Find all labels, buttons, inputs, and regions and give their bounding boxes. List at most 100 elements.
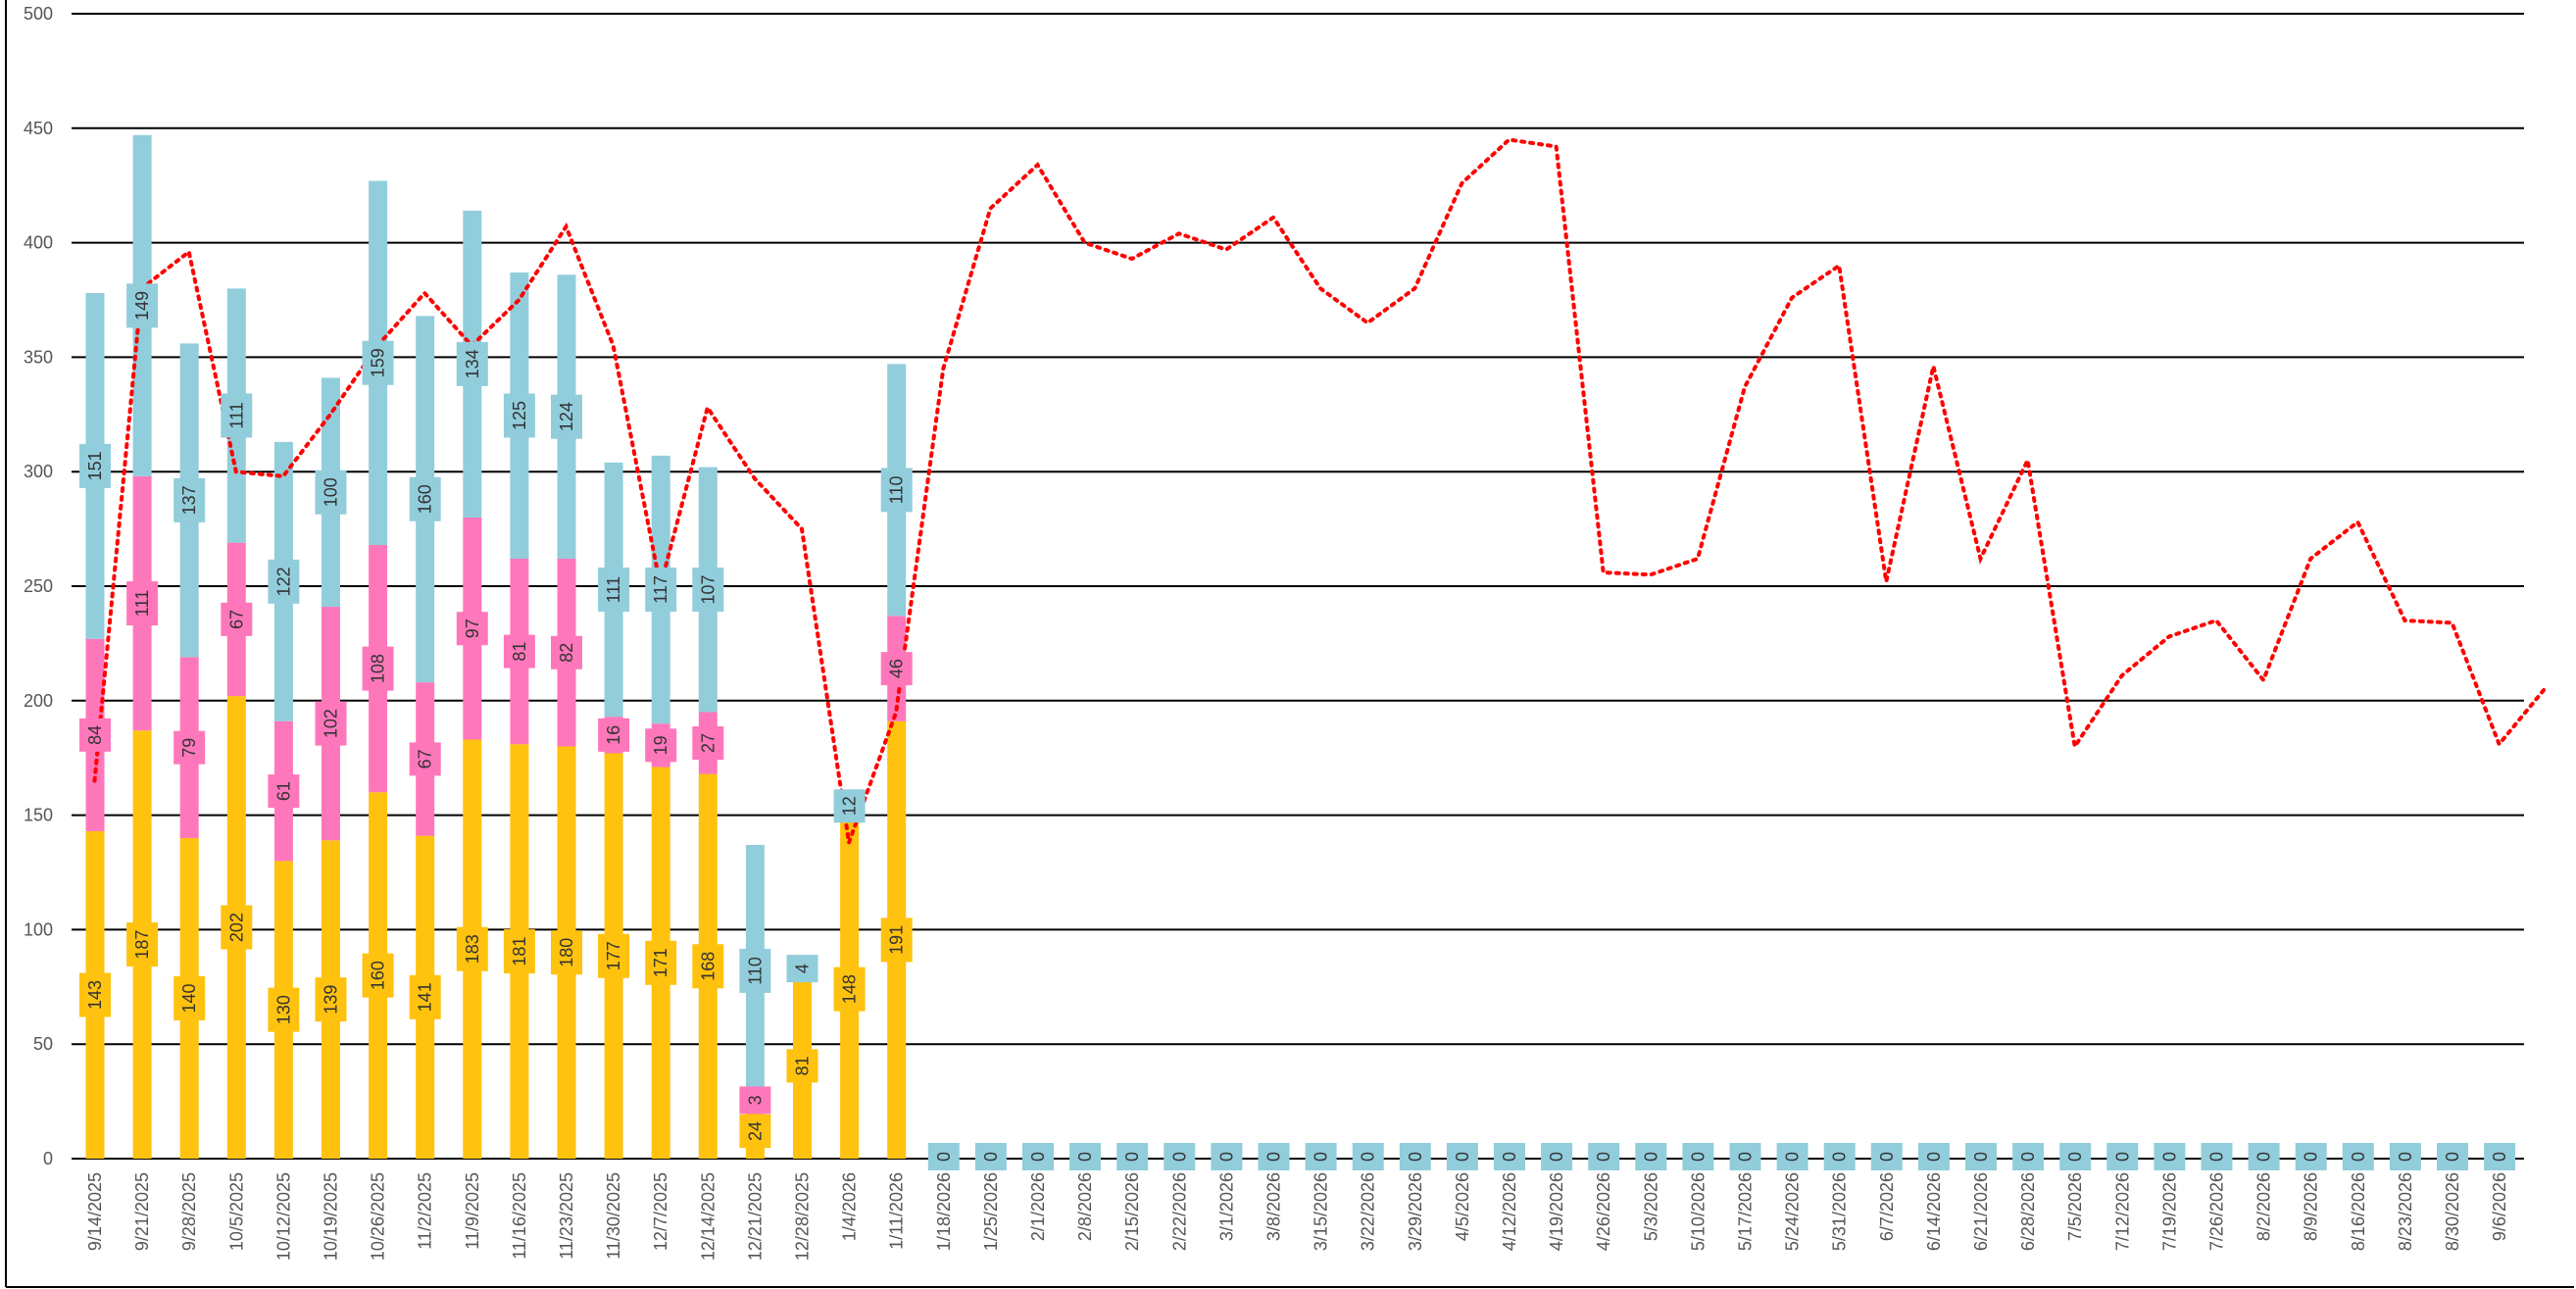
data-label: 160	[409, 476, 441, 521]
data-label-box	[456, 926, 488, 971]
data-label-text: 140	[179, 983, 199, 1013]
data-label: 0	[1541, 1143, 1573, 1170]
data-label-text: 0	[1122, 1152, 1142, 1162]
x-tick-label: 7/19/2026	[2159, 1172, 2179, 1251]
data-label-box	[880, 652, 913, 686]
data-label-text: 0	[1736, 1152, 1756, 1162]
x-tick-label: 4/26/2026	[1594, 1172, 1613, 1251]
data-label-text: 3	[745, 1095, 765, 1105]
data-label: 0	[2342, 1143, 2374, 1170]
data-label-text: 19	[651, 735, 670, 755]
data-label-box	[974, 1143, 1007, 1170]
x-tick-label: 2/8/2026	[1075, 1172, 1095, 1241]
data-label-box	[551, 394, 582, 439]
x-tick-label: 9/21/2025	[132, 1172, 152, 1251]
data-label-text: 111	[226, 402, 246, 428]
data-label-box	[456, 341, 488, 386]
data-label-box	[1776, 1143, 1808, 1170]
y-tick-label: 300	[24, 462, 53, 481]
data-label-box	[2342, 1143, 2374, 1170]
data-label-text: 0	[1075, 1152, 1095, 1162]
data-label-box	[221, 602, 253, 636]
data-label-text: 0	[2443, 1152, 2462, 1162]
data-label-box	[362, 340, 394, 385]
data-label: 159	[362, 340, 394, 385]
y-axis-ticks: 0 50 100 150 200 250 300 350 400 450 500	[24, 4, 53, 1168]
data-label-text: 0	[2349, 1152, 2368, 1162]
data-label-box	[315, 470, 347, 515]
data-label: 0	[1069, 1143, 1102, 1170]
data-label-text: 137	[179, 485, 199, 515]
data-label: 81	[503, 634, 535, 669]
data-label: 0	[2295, 1143, 2327, 1170]
y-tick-label: 250	[24, 576, 53, 596]
data-label-text: 187	[132, 930, 152, 960]
x-tick-label: 10/5/2025	[226, 1172, 246, 1251]
data-label: 24	[739, 1114, 771, 1148]
x-tick-label: 7/5/2026	[2065, 1172, 2085, 1241]
x-tick-label: 4/12/2026	[1500, 1172, 1519, 1251]
y-tick-label: 350	[24, 347, 53, 367]
data-label-box	[739, 1086, 771, 1115]
data-label: 67	[221, 602, 253, 636]
data-label-box	[1588, 1143, 1620, 1170]
data-label-box	[503, 929, 535, 974]
y-tick-label: 0	[43, 1149, 53, 1168]
data-label-text: 143	[85, 980, 105, 1010]
data-label-text: 168	[698, 952, 718, 981]
data-label-box	[2389, 1143, 2421, 1170]
y-tick-label: 50	[33, 1034, 53, 1054]
data-label-text: 141	[416, 982, 435, 1012]
data-label-text: 125	[510, 401, 529, 430]
data-label: 102	[315, 701, 347, 746]
data-label: 110	[880, 468, 913, 513]
data-label-box	[1258, 1143, 1290, 1170]
data-label: 108	[362, 646, 394, 691]
data-label: 0	[927, 1143, 960, 1170]
data-label-box	[503, 393, 535, 438]
data-label-text: 160	[369, 961, 388, 990]
x-tick-label: 2/1/2026	[1028, 1172, 1048, 1241]
data-label-box	[551, 930, 582, 975]
data-label-text: 0	[1830, 1152, 1850, 1162]
data-label-text: 27	[698, 733, 718, 753]
data-label-box	[1494, 1143, 1525, 1170]
data-label: 0	[2106, 1143, 2139, 1170]
data-label-box	[173, 730, 206, 765]
x-tick-label: 8/23/2026	[2396, 1172, 2415, 1251]
data-label-text: 100	[322, 477, 341, 507]
data-label: 12	[833, 789, 866, 823]
data-label-box	[456, 612, 488, 646]
data-label-text: 191	[887, 925, 907, 955]
data-label-text: 0	[2396, 1152, 2415, 1162]
data-label-box	[503, 634, 535, 669]
data-label-box	[362, 953, 394, 998]
data-label-text: 0	[1688, 1152, 1708, 1162]
data-label: 151	[79, 443, 111, 488]
x-tick-label: 9/14/2025	[85, 1172, 105, 1251]
x-tick-label: 8/16/2026	[2349, 1172, 2368, 1251]
data-label: 0	[1635, 1143, 1667, 1170]
data-label-text: 12	[840, 796, 860, 816]
data-label: 79	[173, 730, 206, 765]
data-label-text: 111	[132, 590, 152, 617]
x-tick-label: 11/9/2025	[463, 1172, 482, 1250]
data-label-box	[833, 789, 866, 823]
data-label-text: 130	[273, 995, 293, 1024]
x-tick-label: 12/14/2025	[698, 1172, 718, 1261]
data-label-text: 0	[1312, 1152, 1331, 1162]
y-tick-label: 150	[24, 806, 53, 825]
data-label: 124	[551, 394, 582, 439]
x-tick-label: 5/17/2026	[1736, 1172, 1756, 1251]
data-label: 0	[1776, 1143, 1808, 1170]
data-label-text: 67	[416, 749, 435, 768]
data-label-text: 134	[463, 349, 482, 378]
x-tick-label: 3/1/2026	[1216, 1172, 1236, 1241]
data-label-text: 151	[85, 451, 105, 480]
x-tick-label: 4/19/2026	[1547, 1172, 1566, 1251]
data-label: 84	[79, 718, 111, 752]
data-label: 3	[739, 1086, 771, 1115]
x-tick-label: 11/2/2025	[416, 1172, 435, 1250]
data-label-text: 102	[322, 709, 341, 738]
data-label-text: 107	[698, 574, 718, 604]
